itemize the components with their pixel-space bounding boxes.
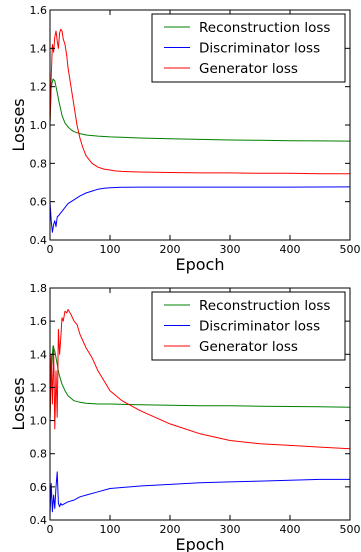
x-tick-label: 200 bbox=[160, 523, 181, 536]
y-tick-label: 0.8 bbox=[30, 157, 48, 170]
y-tick-label: 0.6 bbox=[30, 196, 48, 209]
x-tick-label: 500 bbox=[340, 243, 361, 256]
series-line-discriminator-loss bbox=[49, 186, 351, 233]
y-tick-label: 0.6 bbox=[30, 481, 48, 494]
y-axis-label: Losses bbox=[9, 98, 28, 151]
chart-panel-2: 0 100 200 300 400 500 0.4 0.6 0.8 1.0 1.2 1.4 1.6 1.8… bbox=[9, 282, 361, 552]
series-line-reconstruction-loss bbox=[49, 345, 351, 421]
y-tick-label: 0.4 bbox=[30, 234, 48, 247]
legend-label: Discriminator loss bbox=[199, 319, 320, 335]
legend-label: Reconstruction loss bbox=[199, 298, 330, 314]
x-tick-label: 100 bbox=[100, 243, 121, 256]
y-axis-label: Losses bbox=[9, 377, 28, 430]
chart-panel-1: 0 100 200 300 400 500 0.4 0.6 0.8 1.0 1.2 1.4 1.6 Epo… bbox=[9, 4, 361, 274]
y-tick-label: 1.8 bbox=[30, 282, 48, 295]
legend-label: Reconstruction loss bbox=[199, 20, 330, 36]
y-tick-label: 1.4 bbox=[30, 348, 48, 361]
y-tick-label: 0.4 bbox=[30, 514, 48, 527]
legend: Reconstruction loss Discriminator loss Gen… bbox=[151, 13, 346, 83]
y-tick-label: 1.4 bbox=[30, 42, 48, 55]
legend-label: Generator loss bbox=[199, 339, 298, 355]
x-tick-label: 100 bbox=[100, 523, 121, 536]
x-tick-label: 300 bbox=[220, 523, 241, 536]
x-tick-label: 300 bbox=[220, 243, 241, 256]
series-line-discriminator-loss bbox=[49, 471, 350, 516]
y-tick-label: 0.8 bbox=[30, 448, 48, 461]
y-tick-label: 1.2 bbox=[30, 381, 48, 394]
series-line-reconstruction-loss bbox=[49, 78, 351, 142]
y-tick-label: 1.6 bbox=[30, 315, 48, 328]
y-tick-label: 1.0 bbox=[30, 119, 48, 132]
series-line-generator-loss bbox=[49, 28, 350, 175]
y-tick-label: 1.2 bbox=[30, 81, 48, 94]
x-tick-label: 0 bbox=[47, 243, 54, 256]
series-line-generator-loss bbox=[49, 309, 351, 450]
x-tick-label: 400 bbox=[280, 523, 301, 536]
x-tick-label: 400 bbox=[280, 243, 301, 256]
x-tick-label: 500 bbox=[340, 523, 361, 536]
legend: Reconstruction loss Discriminator loss Gen… bbox=[151, 291, 346, 361]
plot-frame bbox=[49, 287, 351, 521]
x-axis-label: Epoch bbox=[176, 255, 225, 274]
x-tick-label: 200 bbox=[160, 243, 181, 256]
x-tick-label: 0 bbox=[47, 523, 54, 536]
legend-label: Generator loss bbox=[199, 61, 298, 77]
x-axis-label: Epoch bbox=[176, 535, 225, 552]
legend-label: Discriminator loss bbox=[199, 41, 320, 57]
y-tick-label: 1.6 bbox=[30, 4, 48, 17]
y-tick-label: 1.0 bbox=[30, 415, 48, 428]
